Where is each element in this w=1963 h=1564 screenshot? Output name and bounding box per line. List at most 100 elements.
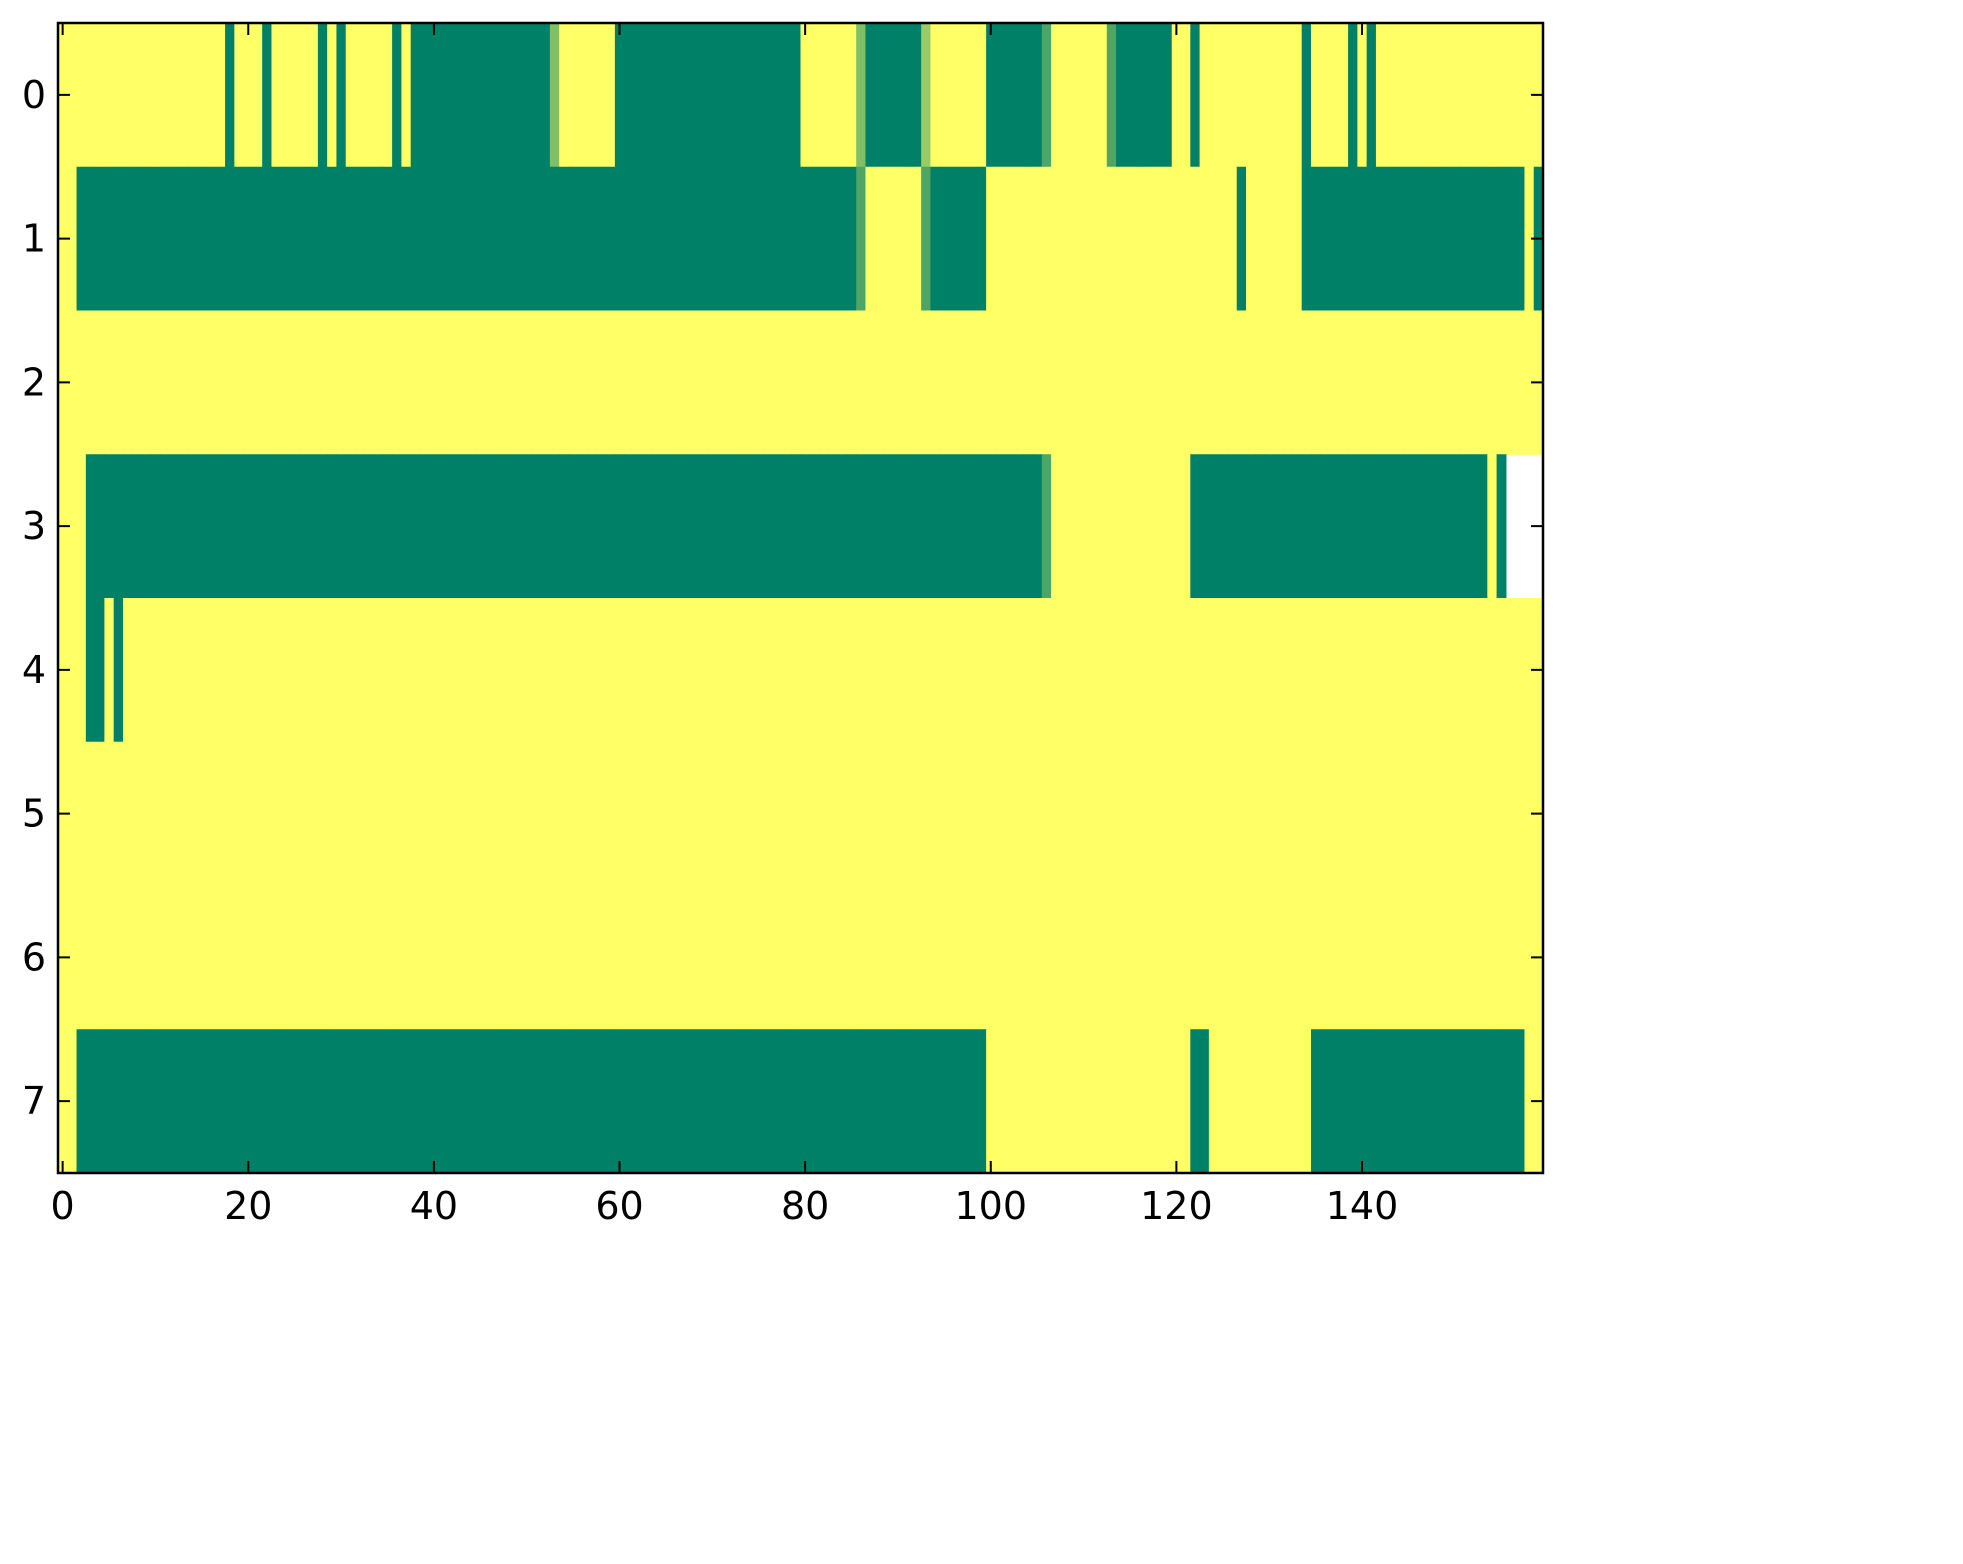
heatmap-cell	[1348, 23, 1358, 168]
heatmap-cell	[234, 23, 245, 168]
heatmap-cell	[1218, 454, 1229, 599]
heatmap-cell	[1069, 166, 1080, 312]
x-tick-label: 80	[781, 1184, 829, 1228]
heatmap-cell	[132, 23, 143, 168]
heatmap-cell	[197, 23, 208, 168]
heatmap-cell	[1320, 598, 1331, 743]
heatmap-cell	[317, 23, 328, 168]
heatmap-cell	[494, 598, 505, 743]
heatmap-cell	[642, 454, 653, 599]
heatmap-cell	[893, 741, 904, 887]
x-tick-label: 40	[410, 1184, 458, 1228]
heatmap-cell	[76, 1029, 87, 1174]
heatmap-cell	[1496, 166, 1507, 312]
heatmap-cell	[1032, 310, 1043, 455]
heatmap-cell	[531, 166, 542, 312]
heatmap-cell	[85, 598, 96, 743]
heatmap-cell	[1338, 885, 1349, 1030]
heatmap-cell	[1264, 1029, 1275, 1174]
heatmap-cell	[1422, 23, 1433, 168]
heatmap-cell	[958, 1029, 969, 1174]
heatmap-cell	[1357, 741, 1368, 887]
heatmap-cell	[670, 1029, 681, 1174]
heatmap-cell	[642, 1029, 653, 1174]
heatmap-cell	[986, 166, 997, 312]
heatmap	[58, 23, 1544, 1174]
heatmap-cell	[735, 598, 746, 743]
heatmap-cell	[1394, 598, 1405, 743]
heatmap-cell	[958, 598, 969, 743]
heatmap-cell	[1273, 885, 1284, 1030]
heatmap-cell	[1478, 454, 1488, 599]
heatmap-cell	[624, 885, 635, 1030]
heatmap-cell	[522, 166, 532, 312]
heatmap-cell	[893, 310, 904, 455]
heatmap-cell	[670, 166, 681, 312]
heatmap-cell	[85, 454, 96, 599]
heatmap-cell	[438, 23, 449, 168]
heatmap-cell	[1208, 310, 1219, 455]
heatmap-cell	[419, 741, 430, 887]
heatmap-cell	[1023, 310, 1034, 455]
heatmap-cell	[1487, 741, 1498, 887]
heatmap-cell	[605, 166, 616, 312]
heatmap-cell	[781, 741, 792, 887]
heatmap-cell	[1496, 598, 1507, 743]
heatmap-cell	[1310, 598, 1321, 743]
heatmap-cell	[1199, 598, 1210, 743]
y-tick-label: 2	[22, 360, 46, 404]
heatmap-cell	[1190, 454, 1201, 599]
heatmap-cell	[475, 23, 486, 168]
heatmap-cell	[976, 454, 987, 599]
heatmap-cell	[800, 1029, 811, 1174]
heatmap-cell	[308, 454, 319, 599]
heatmap-cell	[1487, 166, 1498, 312]
heatmap-cell	[707, 23, 718, 168]
heatmap-cell	[577, 598, 588, 743]
heatmap-cell	[939, 310, 950, 455]
heatmap-cell	[457, 454, 467, 599]
heatmap-cell	[1440, 23, 1451, 168]
heatmap-cell	[327, 166, 338, 312]
heatmap-cell	[549, 454, 560, 599]
heatmap-cell	[707, 454, 718, 599]
heatmap-cell	[1162, 885, 1173, 1030]
heatmap-cell	[967, 454, 978, 599]
heatmap-cell	[215, 885, 226, 1030]
heatmap-cell	[178, 166, 189, 312]
heatmap-cell	[884, 1029, 894, 1174]
heatmap-cell	[911, 1029, 922, 1174]
heatmap-cell	[1097, 454, 1108, 599]
heatmap-cell	[225, 885, 235, 1030]
heatmap-cell	[95, 454, 106, 599]
heatmap-cell	[104, 166, 115, 312]
heatmap-cell	[1385, 166, 1396, 312]
heatmap-cell	[707, 598, 718, 743]
heatmap-cell	[744, 23, 755, 168]
heatmap-cell	[122, 1029, 133, 1174]
heatmap-cell	[1255, 741, 1266, 887]
heatmap-cell	[447, 23, 458, 168]
heatmap-cell	[1208, 598, 1219, 743]
heatmap-cell	[150, 23, 161, 168]
heatmap-cell	[828, 598, 839, 743]
heatmap-cell	[549, 598, 560, 743]
heatmap-cell	[1171, 166, 1182, 312]
heatmap-cell	[921, 166, 932, 312]
heatmap-cell	[661, 741, 672, 887]
heatmap-cell	[1320, 23, 1331, 168]
heatmap-cell	[633, 454, 644, 599]
heatmap-cell	[475, 741, 486, 887]
heatmap-cell	[939, 23, 950, 168]
heatmap-cell	[1283, 598, 1294, 743]
y-tick-label: 5	[22, 792, 46, 836]
heatmap-cell	[874, 741, 885, 887]
y-tick-label: 6	[22, 935, 46, 979]
heatmap-cell	[1162, 454, 1173, 599]
heatmap-cell	[1190, 23, 1201, 168]
heatmap-cell	[614, 1029, 625, 1174]
heatmap-cell	[197, 310, 208, 455]
heatmap-cell	[466, 598, 477, 743]
heatmap-cell	[466, 23, 477, 168]
heatmap-cell	[540, 741, 551, 887]
